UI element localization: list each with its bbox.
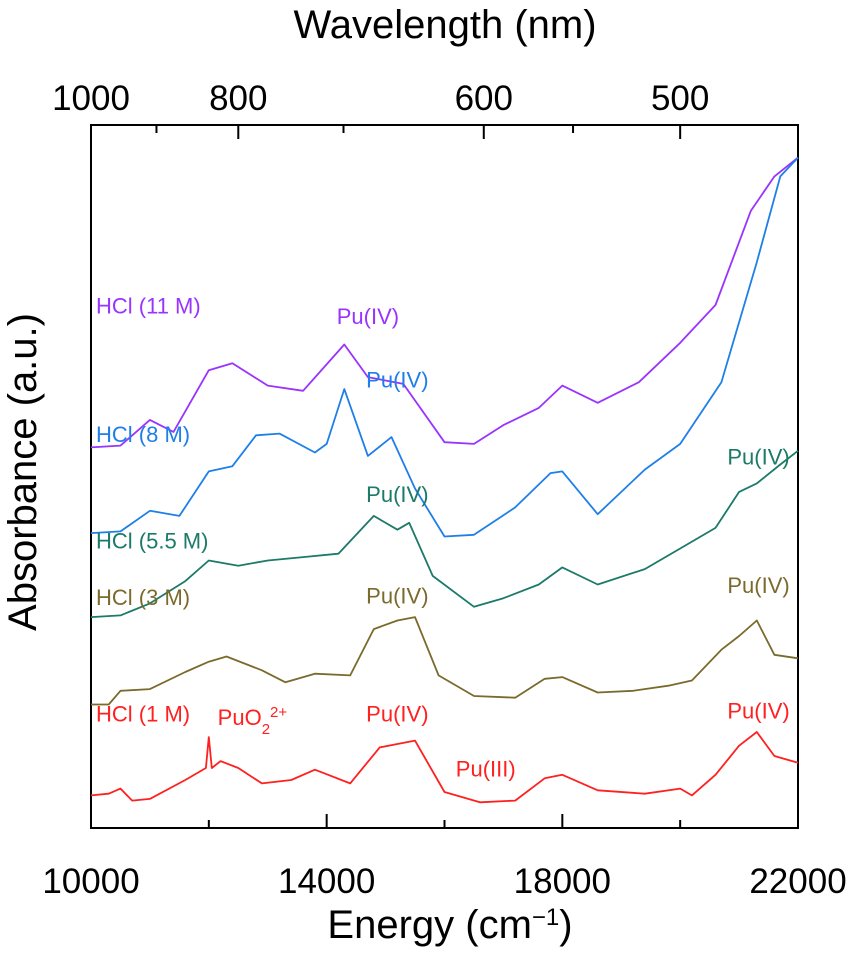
label-55m-puiv2: Pu(IV) <box>727 444 789 469</box>
label-1m-puiv2: Pu(IV) <box>727 698 789 723</box>
tick-layer: 10000 14000 18000 22000 1000 800 600 500 <box>42 79 846 901</box>
x-tick-label: 22000 <box>749 862 846 901</box>
x-tick-label: 10000 <box>42 862 139 901</box>
top-tick-label: 800 <box>209 79 267 118</box>
label-1m-puiv: Pu(IV) <box>366 702 428 727</box>
series-line-hcl-8-m <box>90 156 799 538</box>
puo2-base: PuO <box>218 705 262 730</box>
top-tick-label: 1000 <box>52 79 130 118</box>
series-layer <box>90 156 799 804</box>
puo2-sub: 2 <box>262 721 270 738</box>
label-55m-puiv: Pu(IV) <box>366 482 428 507</box>
label-1m-puo2: PuO22+ <box>218 704 288 738</box>
top-axis-title: Wavelength (nm) <box>293 3 596 47</box>
plot-frame <box>90 124 799 829</box>
series-line-hcl-1-m <box>90 731 799 804</box>
label-11m-puiv: Pu(IV) <box>337 304 399 329</box>
x-axis-title-main: Energy (cm <box>327 903 532 947</box>
series-line-hcl-3-m <box>91 616 799 706</box>
series-line-hcl-11-m <box>90 156 799 449</box>
x-axis-title: Energy (cm−1) <box>327 903 572 947</box>
label-1m: HCl (1 M) <box>96 702 190 727</box>
plot-border <box>90 124 799 829</box>
x-axis-title-end: ) <box>559 903 572 947</box>
puo2-sup: 2+ <box>270 704 287 721</box>
y-axis-title: Absorbance (a.u.) <box>1 313 45 631</box>
label-55m: HCl (5.5 M) <box>96 529 208 554</box>
annotation-layer: HCl (11 M) Pu(IV) HCl (8 M) Pu(IV) HCl (5.5 … <box>96 294 790 782</box>
label-8m: HCl (8 M) <box>96 422 190 447</box>
x-tick-label: 18000 <box>514 862 611 901</box>
label-3m-puiv: Pu(IV) <box>366 583 428 608</box>
label-8m-puiv: Pu(IV) <box>366 367 428 392</box>
series-line-hcl-5-5-m <box>90 450 799 618</box>
top-tick-label: 600 <box>455 79 513 118</box>
label-3m-puiv2: Pu(IV) <box>727 573 789 598</box>
x-tick-label: 14000 <box>278 862 375 901</box>
label-3m: HCl (3 M) <box>96 585 190 610</box>
x-axis-title-sup: −1 <box>532 904 559 931</box>
label-1m-puiii: Pu(III) <box>456 757 516 782</box>
top-tick-label: 500 <box>651 79 709 118</box>
label-11m: HCl (11 M) <box>96 294 201 319</box>
